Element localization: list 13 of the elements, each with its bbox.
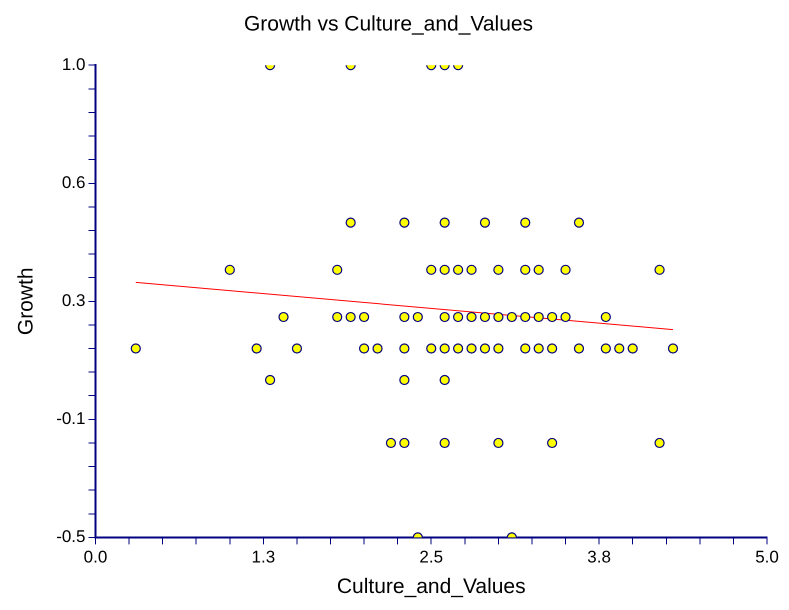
x-axis-title: Culture_and_Values: [336, 575, 526, 598]
y-tick-label: -0.5: [56, 527, 86, 546]
x-tick-label: 2.5: [419, 547, 444, 566]
x-tick-label: 3.8: [587, 547, 611, 566]
x-tick-label: 1.3: [252, 547, 276, 566]
chart-title: Growth vs Culture_and_Values: [244, 12, 534, 36]
y-tick-label: 0.3: [62, 290, 86, 310]
y-tick-label: 0.6: [62, 172, 86, 192]
y-tick-label: -0.1: [56, 409, 86, 428]
x-tick-label: 5.0: [755, 547, 779, 566]
y-axis-title: Growth: [14, 267, 38, 336]
x-tick-label: 0.0: [84, 547, 108, 566]
y-tick-label: 1.0: [62, 54, 86, 74]
